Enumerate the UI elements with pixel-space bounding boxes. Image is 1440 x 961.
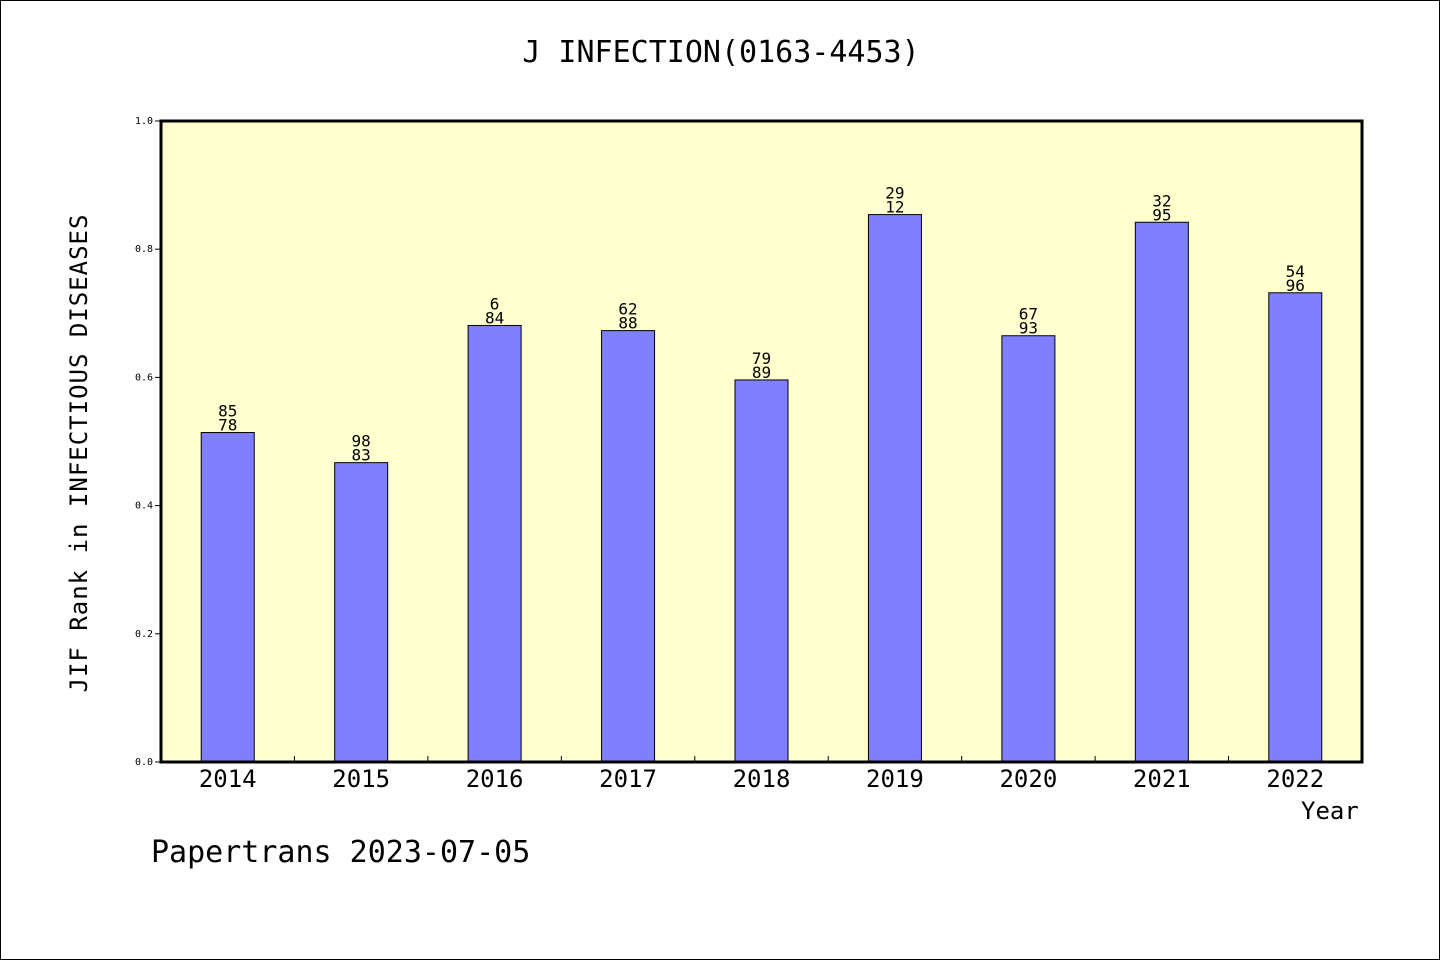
bar-label-bottom: 84 — [485, 308, 504, 327]
x-axis-label: Year — [1301, 797, 1359, 825]
bar — [867, 214, 922, 763]
bar-label-bottom: 89 — [752, 363, 771, 382]
plot-border — [159, 119, 1364, 764]
x-tick-label: 2021 — [1133, 765, 1191, 793]
chart-title: J INFECTION(0163-4453) — [522, 35, 920, 70]
bar — [334, 462, 389, 763]
y-tick-label: 1.0 — [135, 116, 153, 127]
bar — [467, 324, 522, 763]
bar-label-top: 79 — [752, 349, 771, 368]
x-tick-label: 2019 — [866, 765, 924, 793]
bar-label-top: 62 — [618, 300, 637, 319]
bar — [200, 432, 255, 763]
y-tick-label: 0.4 — [135, 501, 153, 512]
x-tick-label: 2015 — [332, 765, 390, 793]
bar-label-top: 98 — [352, 432, 371, 451]
bar — [1268, 292, 1323, 763]
x-tick-label: 2016 — [466, 765, 524, 793]
bar-label-bottom: 95 — [1152, 205, 1171, 224]
bar — [734, 379, 789, 763]
x-tick-label: 2022 — [1266, 765, 1324, 793]
x-tick-label: 2017 — [599, 765, 657, 793]
bar-label-top: 67 — [1019, 305, 1038, 324]
bar — [601, 330, 656, 763]
y-tick-label: 0.2 — [135, 629, 153, 640]
bar — [1001, 335, 1056, 763]
bar-label-top: 54 — [1286, 262, 1305, 281]
bar-label-top: 32 — [1152, 191, 1171, 210]
bar-label-top: 29 — [885, 184, 904, 203]
bar — [1134, 221, 1189, 763]
bar-label-bottom: 83 — [352, 446, 371, 465]
bar-label-bottom: 12 — [885, 198, 904, 217]
bar-label-top: 85 — [218, 402, 237, 421]
footer-watermark: Papertrans 2023-07-05 — [151, 835, 531, 870]
bar-label-bottom: 78 — [218, 416, 237, 435]
y-tick-label: 0.8 — [135, 244, 153, 255]
bar-label-bottom: 96 — [1286, 276, 1305, 295]
bar-label-bottom: 88 — [618, 314, 637, 333]
bar-label-top: 6 — [490, 294, 500, 313]
y-tick-label: 0.0 — [135, 757, 153, 768]
y-tick-label: 0.6 — [135, 372, 153, 383]
x-tick-label: 2018 — [733, 765, 791, 793]
bar-label-bottom: 93 — [1019, 319, 1038, 338]
x-tick-label: 2020 — [999, 765, 1057, 793]
x-tick-label: 2014 — [199, 765, 257, 793]
